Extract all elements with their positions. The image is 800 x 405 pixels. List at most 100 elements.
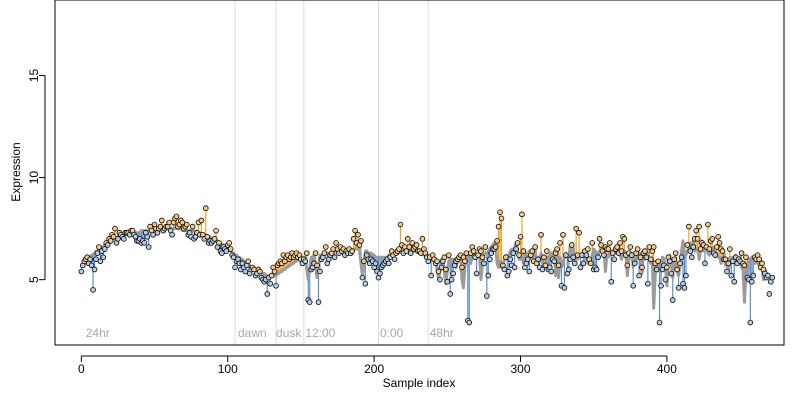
data-point — [306, 299, 313, 305]
data-point — [227, 246, 234, 252]
data-point — [189, 223, 196, 230]
data-point — [585, 246, 591, 252]
data-point — [557, 240, 563, 246]
data-point — [359, 274, 366, 281]
data-point — [627, 244, 634, 250]
data-point — [121, 236, 127, 242]
data-point — [614, 244, 620, 250]
data-point — [404, 236, 411, 242]
x-axis-title: Sample index — [383, 376, 456, 390]
data-point — [542, 262, 549, 269]
data-point — [713, 244, 720, 250]
data-point — [331, 254, 338, 261]
data-point — [361, 258, 367, 265]
data-point — [727, 246, 733, 252]
x-tick-label: 100 — [218, 362, 238, 376]
data-point — [211, 236, 218, 242]
data-point — [677, 260, 683, 267]
data-point — [470, 248, 477, 254]
data-point — [729, 258, 736, 265]
data-point — [302, 258, 309, 265]
data-point — [141, 240, 148, 246]
data-point — [437, 276, 443, 283]
data-point — [628, 252, 635, 258]
data-point — [617, 240, 623, 246]
data-point — [87, 256, 93, 263]
data-point — [90, 287, 96, 293]
data-point — [576, 229, 582, 236]
data-point — [645, 280, 651, 287]
data-point — [748, 278, 755, 285]
annotation-label: 24hr — [86, 326, 110, 340]
data-point — [719, 248, 726, 254]
data-point — [624, 262, 631, 269]
data-point — [539, 266, 546, 273]
data-points — [78, 205, 776, 326]
data-point — [548, 268, 555, 275]
data-point — [444, 278, 451, 285]
data-point — [690, 244, 697, 250]
data-point — [580, 260, 587, 267]
data-point — [230, 254, 237, 261]
data-point — [697, 246, 704, 252]
y-tick-label: 10 — [27, 171, 41, 185]
data-point — [501, 266, 508, 273]
annotation-label: 0:00 — [380, 326, 404, 340]
data-point — [385, 260, 392, 267]
data-point — [216, 240, 222, 246]
data-point — [349, 248, 355, 254]
data-point — [267, 280, 273, 287]
x-tick-label: 0 — [78, 362, 85, 376]
data-point — [560, 231, 566, 238]
data-point — [321, 250, 328, 256]
data-point — [577, 264, 584, 271]
data-point — [271, 268, 278, 275]
data-point — [516, 252, 522, 258]
data-point — [91, 266, 98, 273]
data-point — [759, 260, 765, 267]
data-point — [658, 282, 664, 289]
data-point — [706, 246, 713, 252]
data-point — [769, 274, 776, 281]
data-point — [485, 272, 492, 279]
data-point — [609, 250, 616, 256]
data-point — [510, 250, 516, 256]
data-point — [702, 260, 708, 267]
data-point — [684, 242, 691, 248]
data-point — [631, 260, 638, 267]
data-point — [144, 234, 151, 240]
data-point — [636, 272, 642, 279]
data-point — [587, 260, 594, 267]
data-point — [169, 231, 175, 238]
data-point — [570, 254, 577, 261]
data-point — [520, 248, 527, 254]
data-point — [492, 244, 499, 250]
data-point — [503, 254, 509, 261]
data-point — [462, 258, 468, 265]
data-point — [179, 219, 186, 226]
data-point — [513, 246, 519, 252]
data-point — [441, 254, 448, 261]
data-point — [728, 272, 735, 279]
data-point — [514, 240, 521, 246]
data-point — [686, 223, 692, 230]
data-point — [78, 268, 85, 275]
data-point — [669, 297, 676, 303]
data-point — [561, 285, 568, 291]
data-point — [107, 238, 114, 244]
x-axis: 0 100 200 300 400 — [78, 355, 677, 376]
data-point — [157, 223, 164, 230]
data-point — [268, 272, 275, 279]
data-point — [333, 240, 339, 246]
data-point — [667, 258, 673, 265]
annotation-label: dusk — [276, 326, 302, 340]
data-point — [352, 227, 358, 234]
data-point — [204, 234, 211, 240]
data-point — [642, 248, 648, 254]
data-point — [725, 260, 732, 267]
data-point — [687, 248, 694, 254]
data-point — [554, 246, 560, 252]
data-point — [683, 272, 689, 279]
data-point — [419, 236, 426, 242]
data-point — [529, 248, 536, 254]
